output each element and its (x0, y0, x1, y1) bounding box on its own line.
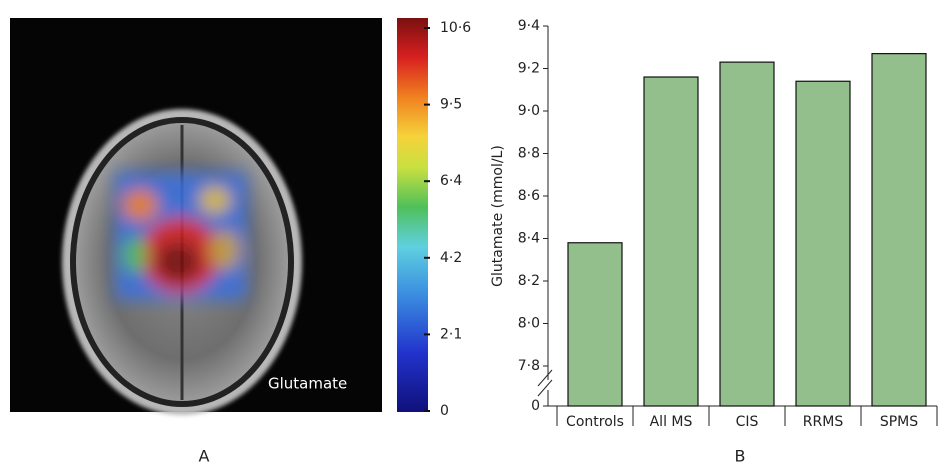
colorbar-tick-label: 10·6 (440, 20, 471, 36)
x-tick-label: RRMS (803, 414, 844, 430)
axis-break (538, 370, 552, 386)
panel-label: B (735, 447, 746, 466)
y-tick-label: 9·0 (518, 103, 540, 119)
colorbar-tick-label: 6·4 (440, 173, 462, 189)
bar (872, 54, 926, 406)
y-tick-label: 8·0 (518, 316, 540, 332)
bar (796, 81, 850, 406)
x-tick-label: SPMS (880, 414, 918, 430)
y-axis-label: Glutamate (mmol/L) (490, 145, 506, 287)
figure: Glutamate A B Glutamate (mmol/L) 0 2·1 4·2… (0, 0, 940, 467)
x-tick-label: Controls (566, 414, 624, 430)
x-tick-label: CIS (736, 414, 759, 430)
colorbar-tick-label: 2·1 (440, 326, 462, 342)
y-tick-label: 9·2 (518, 61, 540, 77)
colorbar-tick-label: 4·2 (440, 250, 462, 266)
mri-image (10, 18, 428, 415)
colorbar-tick-label: 9·5 (440, 97, 462, 113)
x-tick-label: All MS (650, 414, 693, 430)
y-tick-label: 9·4 (518, 18, 540, 34)
y-tick-label: 8·6 (518, 188, 540, 204)
bar (568, 243, 622, 406)
axis-break (538, 380, 552, 396)
y-tick-label: 0 (531, 398, 540, 414)
y-tick-label: 8·8 (518, 146, 540, 162)
colorbar-tick-label: 0 (440, 403, 449, 419)
y-tick-label: 8·4 (518, 231, 540, 247)
panel-label: A (199, 447, 210, 466)
bar (644, 77, 698, 406)
y-tick-label: 7·8 (518, 358, 540, 374)
image-label: Glutamate (268, 375, 347, 393)
y-tick-label: 8·2 (518, 273, 540, 289)
bar (720, 62, 774, 406)
